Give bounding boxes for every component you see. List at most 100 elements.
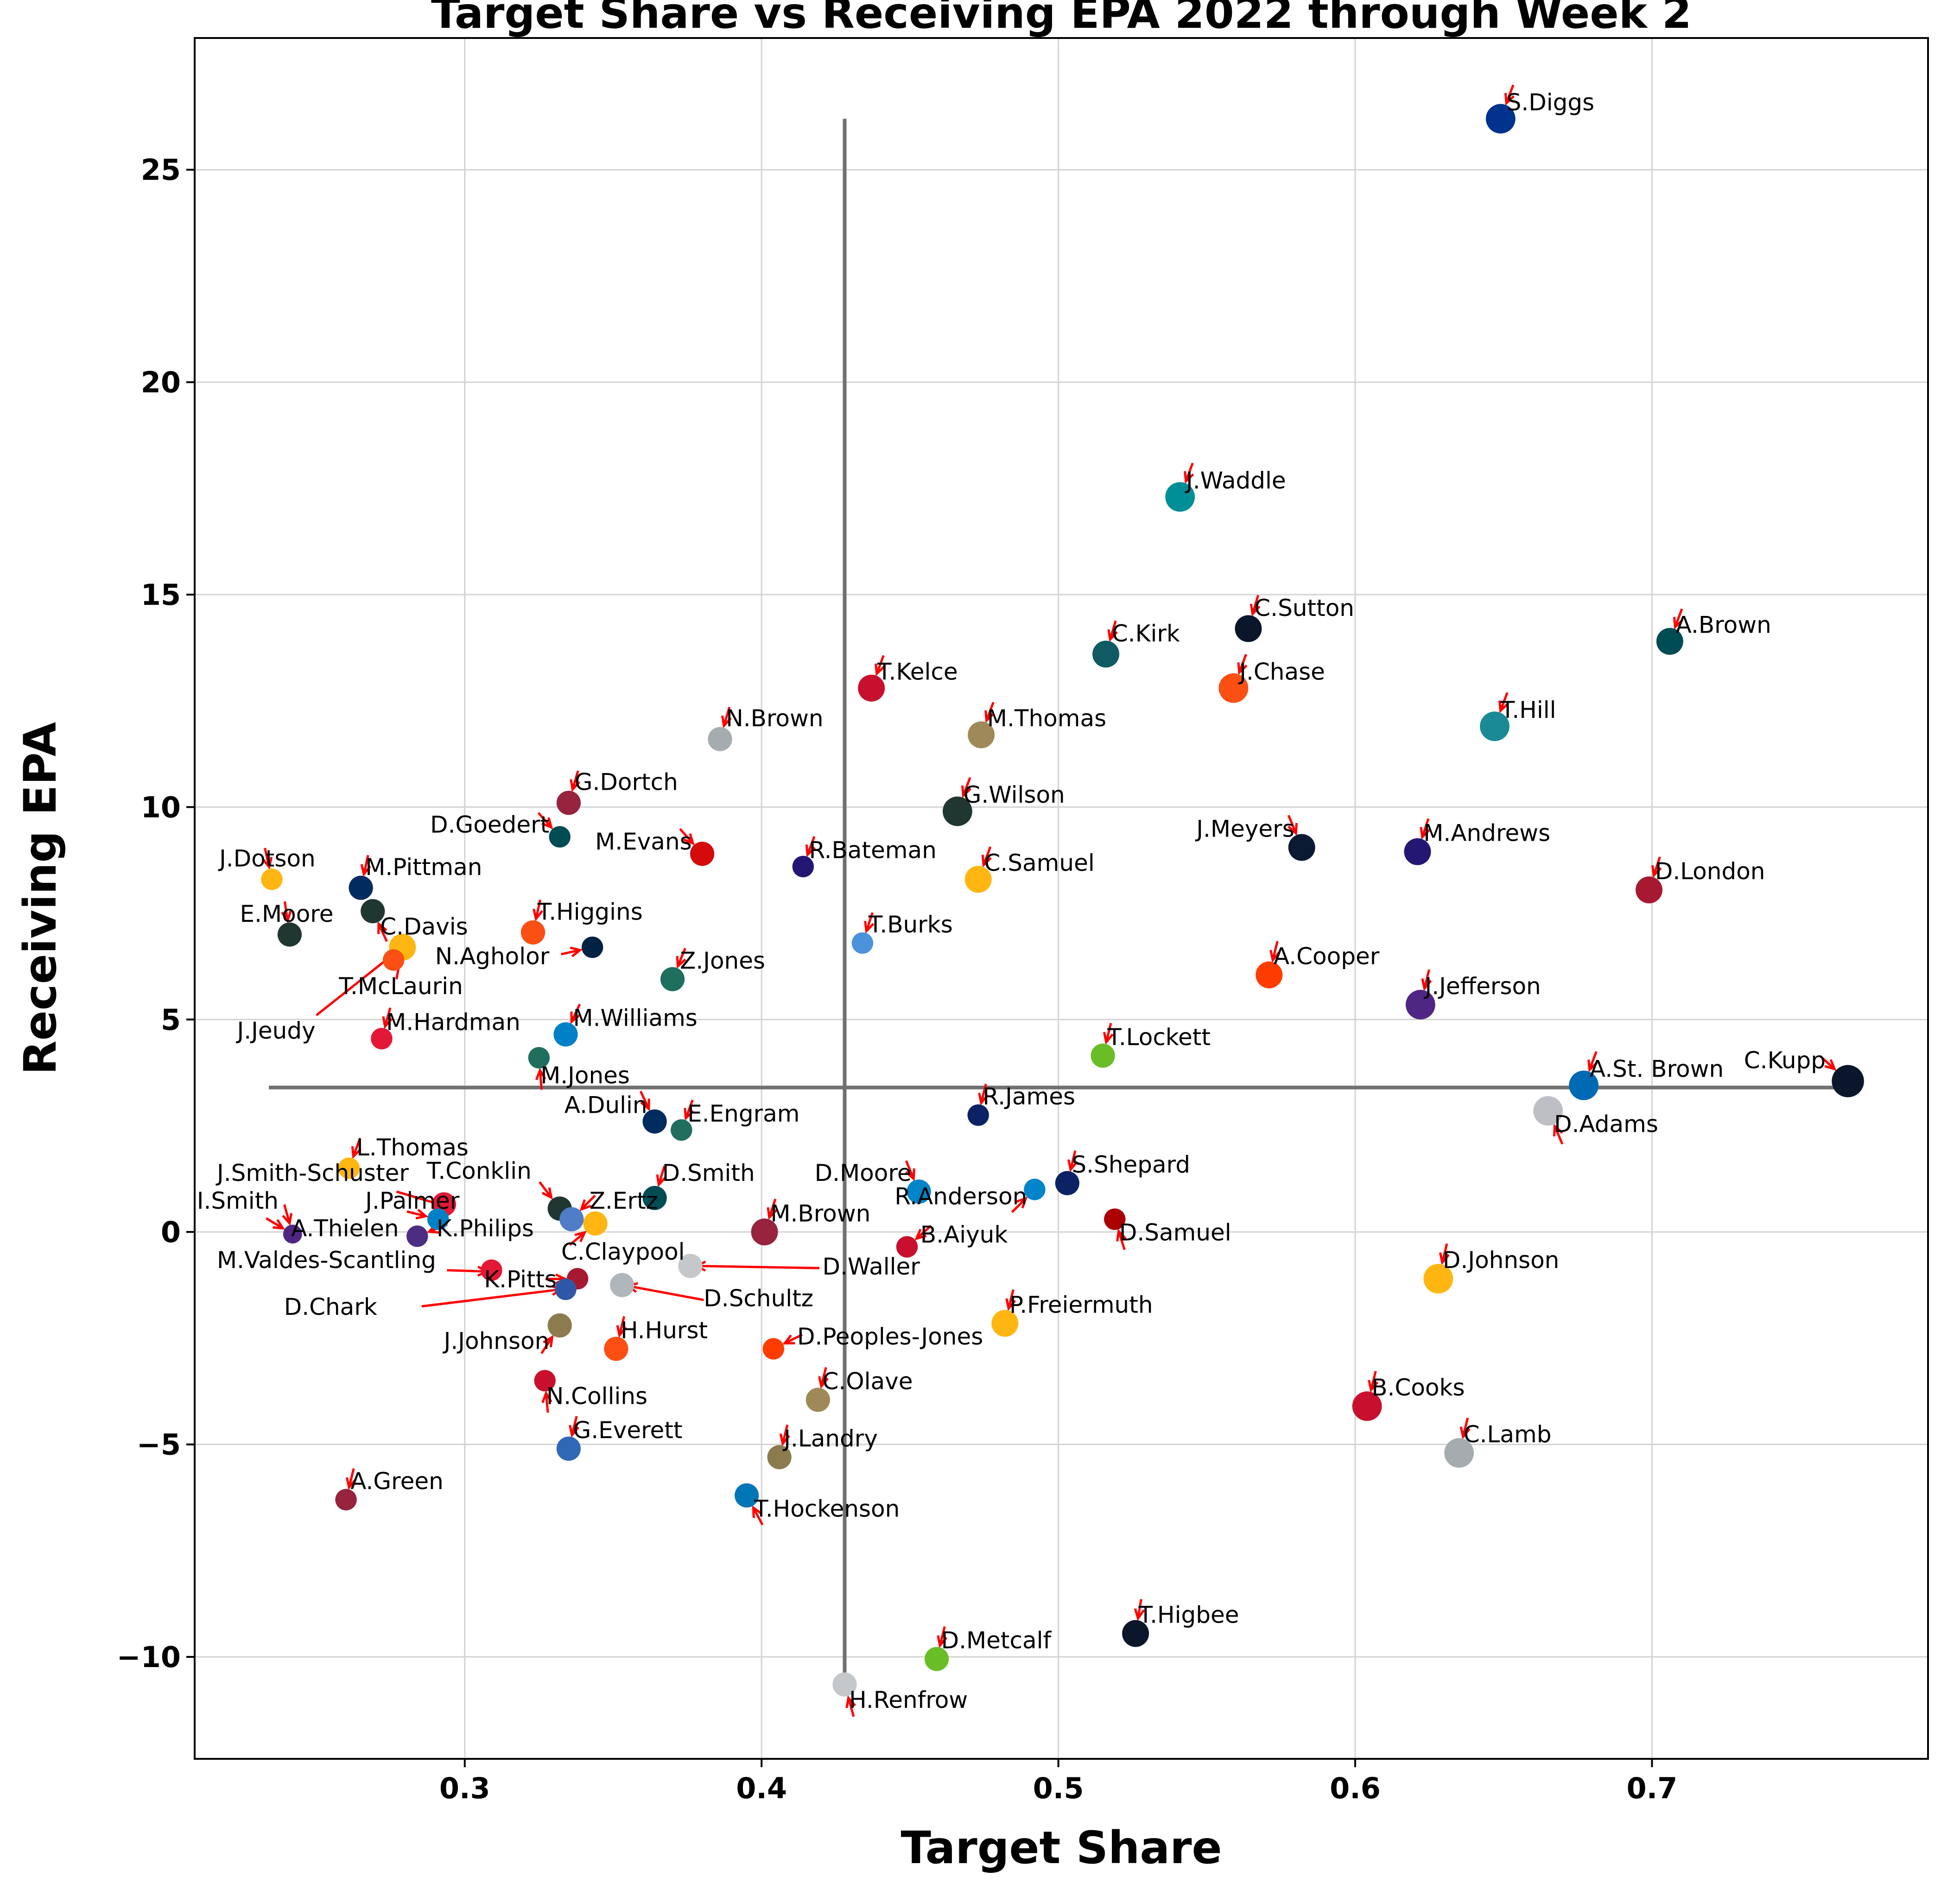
a-brown-arrow bbox=[1674, 608, 1683, 628]
label-t-hockenson: T.Hockenson bbox=[754, 1495, 900, 1522]
g-wilson-arrow bbox=[962, 777, 971, 796]
label-c-olave: C.Olave bbox=[822, 1368, 913, 1395]
label-j-landry: J.Landry bbox=[782, 1425, 878, 1452]
point-s-shepard bbox=[1055, 1171, 1079, 1195]
d-johnson-arrowhead bbox=[1439, 1252, 1450, 1265]
t-higgins-arrow bbox=[535, 899, 542, 919]
label-g-everett: G.Everett bbox=[573, 1417, 683, 1444]
label-n-agholor: N.Agholor bbox=[435, 943, 550, 970]
c-kupp-arrowhead bbox=[1824, 1059, 1837, 1071]
n-agholor-arrowhead bbox=[570, 946, 583, 958]
m-hardman-arrow bbox=[384, 1007, 392, 1027]
point-r-bateman bbox=[792, 856, 814, 877]
point-d-moore bbox=[907, 1179, 931, 1204]
point-a-st-brown bbox=[1569, 1070, 1599, 1100]
chart-title: Target Share vs Receiving EPA 2022 throu… bbox=[431, 0, 1692, 38]
label-m-jones: M.Jones bbox=[540, 1062, 630, 1089]
point-d-goedert bbox=[549, 826, 571, 848]
d-goedert-arrowhead bbox=[541, 817, 553, 830]
point-m-jones bbox=[528, 1047, 550, 1069]
label-d-london: D.London bbox=[1655, 858, 1765, 885]
label-n-brown: N.Brown bbox=[726, 705, 823, 732]
point-b-aiyuk bbox=[896, 1236, 918, 1258]
a-cooper-arrow bbox=[1271, 941, 1279, 961]
t-burks-arrow bbox=[865, 912, 874, 932]
j-dotson-arrow bbox=[264, 848, 271, 868]
label-k-philips: K.Philips bbox=[437, 1215, 534, 1242]
point-labels: S.Diggs J.Waddle C.Sutton A.Brown C.Kirk J.Ch… bbox=[197, 89, 1826, 1713]
label-j-palmer: J.Palmer bbox=[364, 1187, 460, 1214]
point-m-pittman bbox=[349, 875, 373, 900]
m-brown-arrowhead bbox=[767, 1207, 777, 1220]
d-waller-arrow bbox=[696, 1265, 820, 1269]
h-renfrow-arrowhead bbox=[845, 1695, 856, 1708]
z-jones-arrowhead bbox=[676, 956, 686, 969]
t-burks-arrowhead bbox=[864, 920, 875, 934]
d-peoples-jones-arrowhead bbox=[782, 1334, 795, 1345]
label-m-evans: M.Evans bbox=[595, 828, 692, 855]
label-t-kelce: T.Kelce bbox=[877, 658, 958, 685]
m-evans-arrow bbox=[679, 828, 694, 844]
label-t-conklin: T.Conklin bbox=[426, 1158, 532, 1185]
point-t-lockett bbox=[1091, 1043, 1115, 1068]
point-a-dulin bbox=[642, 1109, 667, 1134]
label-c-sutton: C.Sutton bbox=[1254, 595, 1354, 622]
m-jones-arrow bbox=[539, 1070, 543, 1090]
c-sutton-arrowhead bbox=[1250, 603, 1261, 617]
d-london-arrowhead bbox=[1651, 865, 1662, 878]
gridlines bbox=[195, 38, 1928, 1759]
point-t-kelce bbox=[858, 674, 885, 702]
point-m-brown bbox=[751, 1218, 778, 1246]
point-t-burks bbox=[851, 932, 874, 954]
c-kupp-arrow bbox=[1819, 1055, 1836, 1070]
point-j-jeudy bbox=[382, 949, 405, 971]
label-c-samuel: C.Samuel bbox=[984, 850, 1094, 876]
x-tick-label: 0.4 bbox=[736, 1771, 787, 1805]
label-t-burks: T.Burks bbox=[868, 911, 953, 938]
c-sutton-arrow bbox=[1251, 595, 1260, 615]
c-lamb-arrowhead bbox=[1459, 1427, 1471, 1440]
label-d-smith: D.Smith bbox=[662, 1160, 755, 1186]
label-h-renfrow: H.Renfrow bbox=[849, 1687, 968, 1713]
point-d-schultz bbox=[610, 1273, 634, 1297]
c-olave-arrow bbox=[820, 1367, 827, 1387]
y-tick-label: 10 bbox=[141, 790, 181, 824]
a-brown-arrowhead bbox=[1673, 616, 1683, 630]
label-j-chase: J.Chase bbox=[1238, 658, 1325, 685]
g-everett-arrow bbox=[571, 1416, 578, 1436]
label-a-green: A.Green bbox=[350, 1468, 444, 1495]
point-j-jefferson bbox=[1405, 989, 1435, 1020]
m-williams-arrow bbox=[570, 1003, 581, 1022]
point-b-cooks bbox=[1352, 1391, 1382, 1421]
label-m-valdes-scantling: M.Valdes-Scantling bbox=[217, 1247, 436, 1274]
m-hardman-arrowhead bbox=[382, 1016, 393, 1029]
axis-ticks: 0.3 0.4 0.5 0.6 0.7 −10 −5 0 5 10 15 20 25 bbox=[117, 153, 1678, 1805]
label-a-thielen: A.Thielen bbox=[291, 1215, 399, 1242]
point-d-johnson bbox=[1423, 1264, 1453, 1294]
label-m-pittman: M.Pittman bbox=[365, 854, 482, 881]
label-t-hill: T.Hill bbox=[1500, 697, 1556, 723]
label-c-kupp: C.Kupp bbox=[1744, 1047, 1826, 1074]
d-goedert-arrow bbox=[537, 812, 552, 828]
e-engram-arrowhead bbox=[684, 1108, 694, 1121]
label-d-schultz: D.Schultz bbox=[704, 1285, 813, 1312]
point-d-peoples-jones bbox=[762, 1338, 785, 1360]
j-landry-arrow bbox=[781, 1424, 789, 1444]
i-smith-arrowhead bbox=[273, 1219, 285, 1230]
t-kelce-arrowhead bbox=[875, 663, 885, 677]
label-r-james: R.James bbox=[983, 1083, 1075, 1110]
d-metcalf-arrowhead bbox=[937, 1635, 948, 1648]
label-m-andrews: M.Andrews bbox=[1423, 820, 1550, 847]
h-hurst-arrowhead bbox=[616, 1325, 627, 1338]
label-d-moore: D.Moore bbox=[815, 1160, 912, 1186]
e-engram-arrow bbox=[685, 1099, 694, 1119]
y-tick-label: 5 bbox=[161, 1003, 181, 1037]
point-s-diggs bbox=[1485, 104, 1516, 134]
point-d-chark bbox=[555, 1278, 577, 1300]
p-freiermuth-arrowhead bbox=[1005, 1298, 1016, 1311]
label-n-collins: N.Collins bbox=[546, 1383, 647, 1409]
t-higgins-arrowhead bbox=[533, 908, 544, 922]
point-d-waller bbox=[678, 1254, 703, 1278]
